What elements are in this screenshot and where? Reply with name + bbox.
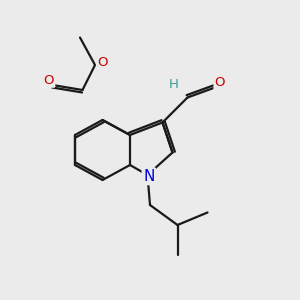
Text: O: O — [97, 56, 108, 69]
Text: N: N — [143, 169, 154, 184]
Text: O: O — [44, 74, 54, 86]
Text: O: O — [215, 76, 225, 89]
Text: H: H — [169, 79, 179, 92]
